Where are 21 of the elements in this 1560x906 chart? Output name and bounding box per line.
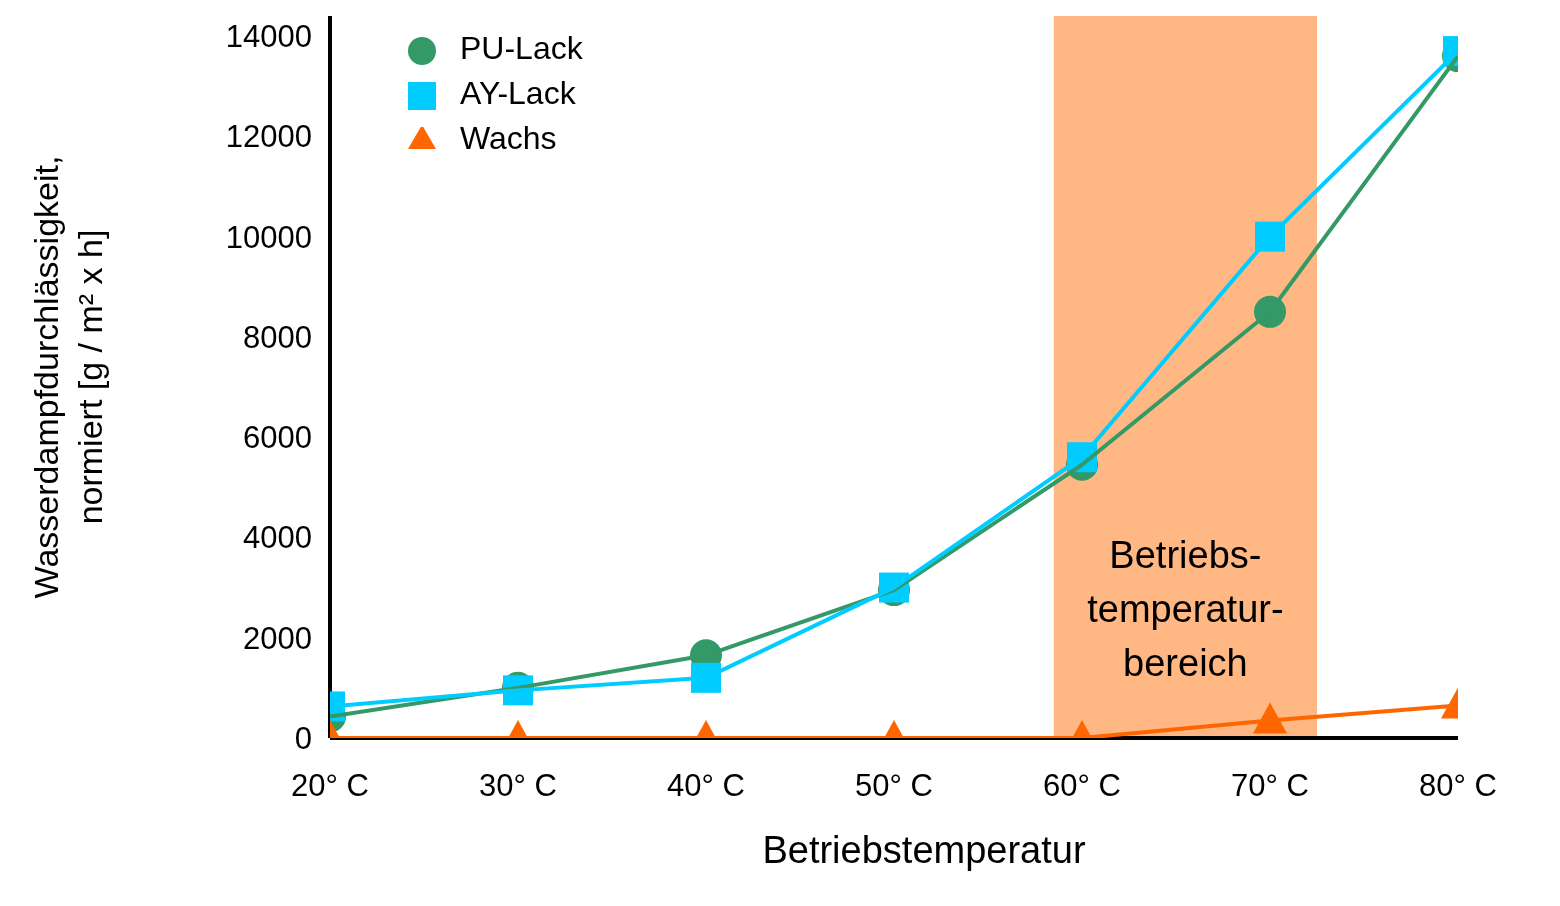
legend-label: PU-Lack <box>460 30 583 66</box>
x-tick-label: 30° C <box>479 768 557 804</box>
y-tick-label: 8000 <box>243 319 312 355</box>
legend-label: Wachs <box>460 120 557 156</box>
y-tick-label: 14000 <box>225 19 312 55</box>
y-tick-label: 6000 <box>243 420 312 456</box>
y-tick-label: 4000 <box>243 520 312 556</box>
x-tick-label: 20° C <box>291 768 369 804</box>
y-axis-title: Wasserdampfdurchlässigkeit, normiert [g / m² x h] <box>27 155 109 599</box>
x-axis-title: Betriebstemperatur <box>762 829 1086 871</box>
x-tick-label: 50° C <box>855 768 933 804</box>
y-tick-label: 12000 <box>225 119 312 155</box>
legend-label: AY-Lack <box>460 75 576 111</box>
x-tick-label: 80° C <box>1419 768 1497 804</box>
band-label: Betriebs- temperatur- bereich <box>1087 534 1284 684</box>
x-tick-label: 60° C <box>1043 768 1121 804</box>
y-tick-label: 2000 <box>243 620 312 656</box>
x-tick-label: 40° C <box>667 768 745 804</box>
x-tick-label: 70° C <box>1231 768 1309 804</box>
y-tick-label: 10000 <box>225 219 312 255</box>
y-tick-label: 0 <box>294 721 312 757</box>
